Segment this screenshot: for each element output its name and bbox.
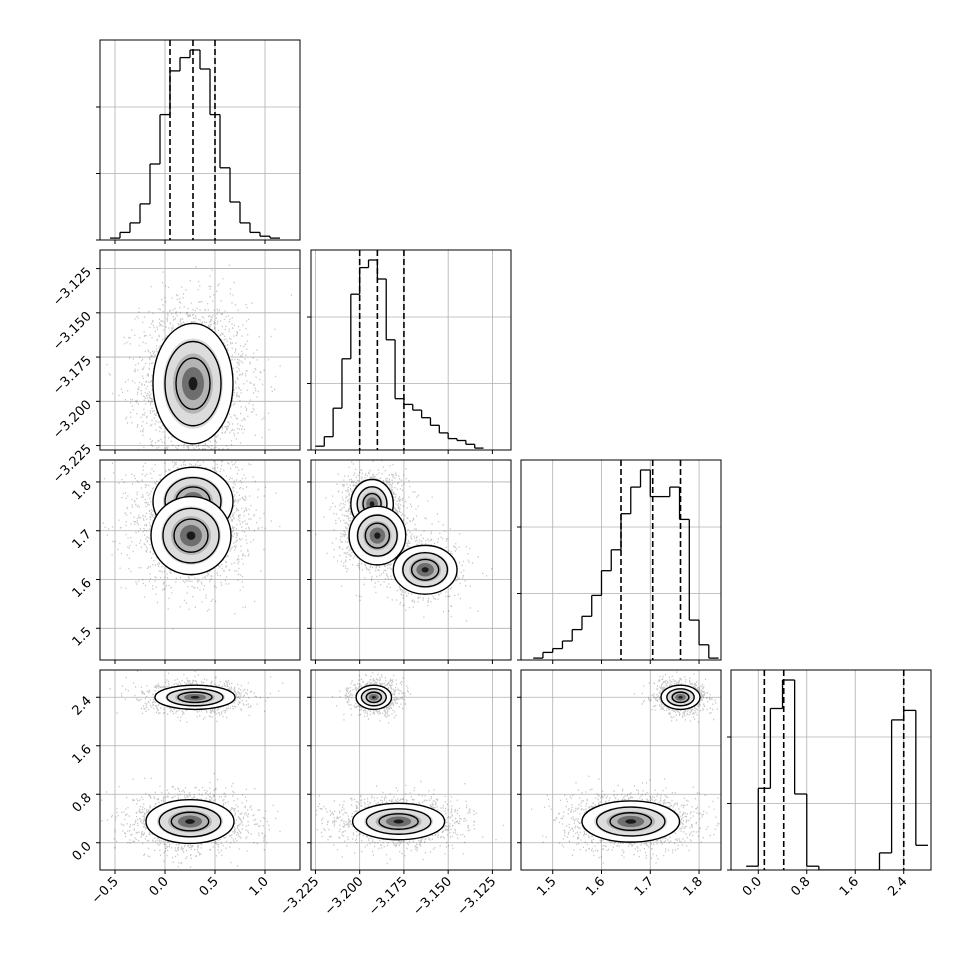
- contour-line: [364, 522, 391, 549]
- contour-line: [150, 495, 232, 576]
- panel-frame: [520, 459, 722, 661]
- scatter-panel-0-2: 1.5 1.6 1.7 1.8: [70, 459, 301, 664]
- density-fill: [371, 695, 376, 699]
- histogram-panel-0: [96, 39, 301, 244]
- contour-line: [581, 800, 681, 843]
- panel-frame: [99, 669, 301, 871]
- panel-frame: [520, 669, 722, 871]
- contour-line: [348, 505, 407, 566]
- contour-line: [660, 684, 701, 711]
- contour-line: [164, 340, 222, 427]
- contour-line: [595, 806, 666, 837]
- contour-line: [392, 544, 458, 595]
- y-tick-label: −3.125: [50, 265, 95, 310]
- panel-frame: [310, 249, 512, 451]
- x-tick-label: −3.225: [278, 874, 323, 919]
- x-tick-label: 1.6: [583, 874, 608, 899]
- contour-line: [162, 507, 220, 564]
- contour-line: [145, 798, 235, 845]
- contour-line: [666, 688, 695, 707]
- contour-line: [154, 684, 236, 711]
- histogram-panel-2: [517, 459, 722, 664]
- panel-frame: [99, 459, 301, 661]
- contour-line: [356, 514, 398, 557]
- x-tick-label: −3.125: [455, 874, 500, 919]
- contour-line: [175, 357, 211, 410]
- density-fill: [369, 501, 375, 507]
- contour-line: [365, 808, 432, 835]
- scatter-panel-2-3: 1.5 1.6 1.7 1.8: [517, 669, 722, 899]
- scatter-panel-1-2: [307, 459, 512, 664]
- density-fill: [185, 819, 195, 824]
- panel-frame: [310, 459, 512, 661]
- y-tick-label: 0.8: [70, 790, 95, 815]
- density-fill: [678, 695, 683, 699]
- contour-line: [170, 811, 210, 832]
- contour-line: [609, 812, 653, 831]
- panel-frame: [730, 669, 932, 871]
- density-fill: [625, 819, 637, 824]
- density-fill: [374, 532, 381, 539]
- x-tick-label: −3.150: [410, 874, 455, 919]
- y-tick-label: 1.5: [70, 625, 95, 650]
- x-tick-label: 1.8: [681, 874, 706, 899]
- x-tick-label: 1.5: [534, 874, 559, 899]
- contour-line: [671, 691, 690, 704]
- x-tick-label: 0.5: [197, 874, 222, 899]
- contour-line: [355, 684, 393, 711]
- scatter-panel-1-3: −3.225 −3.200 −3.175 −3.150 −3.125: [278, 669, 512, 919]
- x-tick-label: −0.5: [89, 874, 122, 907]
- y-tick-label: 0.0: [70, 839, 95, 864]
- y-tick-label: 1.8: [70, 478, 95, 503]
- x-tick-label: 2.4: [885, 874, 910, 899]
- y-tick-label: 1.7: [70, 527, 95, 552]
- y-tick-label: −3.225: [50, 442, 95, 487]
- panel-frame: [310, 669, 512, 871]
- y-tick-label: −3.150: [50, 309, 95, 354]
- contour-line: [410, 558, 440, 581]
- contour-line: [351, 802, 446, 841]
- panel-frame: [99, 249, 301, 451]
- density-fill: [190, 695, 200, 699]
- x-tick-label: 0.0: [147, 874, 172, 899]
- contour-line: [152, 322, 234, 445]
- x-tick-label: 0.8: [788, 874, 813, 899]
- x-tick-label: 1.6: [837, 874, 862, 899]
- x-tick-label: 1.0: [247, 874, 272, 899]
- panel-frame: [99, 39, 301, 241]
- density-fill: [421, 567, 429, 573]
- contour-line: [402, 551, 449, 588]
- histogram-panel-1: [307, 249, 512, 454]
- contour-line: [166, 688, 224, 707]
- density-fill: [393, 819, 404, 824]
- x-tick-label: −3.200: [322, 874, 367, 919]
- contour-line: [378, 813, 419, 830]
- x-tick-label: 1.7: [632, 874, 657, 899]
- contour-line: [365, 691, 383, 704]
- contour-line: [173, 518, 209, 553]
- density-fill: [188, 377, 198, 391]
- y-tick-label: 1.6: [70, 742, 95, 767]
- histogram-panel-3: 0.0 0.8 1.6 2.4: [727, 669, 932, 899]
- scatter-panel-0-3: −0.5 0.0 0.5 1.0 0.0 0.8 1.6 2.4: [70, 669, 301, 907]
- density-fill: [186, 531, 196, 540]
- y-tick-label: −3.200: [50, 398, 95, 443]
- contour-line: [177, 691, 213, 704]
- y-tick-label: 2.4: [70, 693, 95, 718]
- contour-line: [360, 688, 387, 707]
- contour-line: [158, 805, 222, 838]
- x-tick-label: 0.0: [740, 874, 765, 899]
- y-tick-label: −3.175: [50, 353, 95, 398]
- x-tick-label: −3.175: [366, 874, 411, 919]
- y-tick-label: 1.6: [70, 576, 95, 601]
